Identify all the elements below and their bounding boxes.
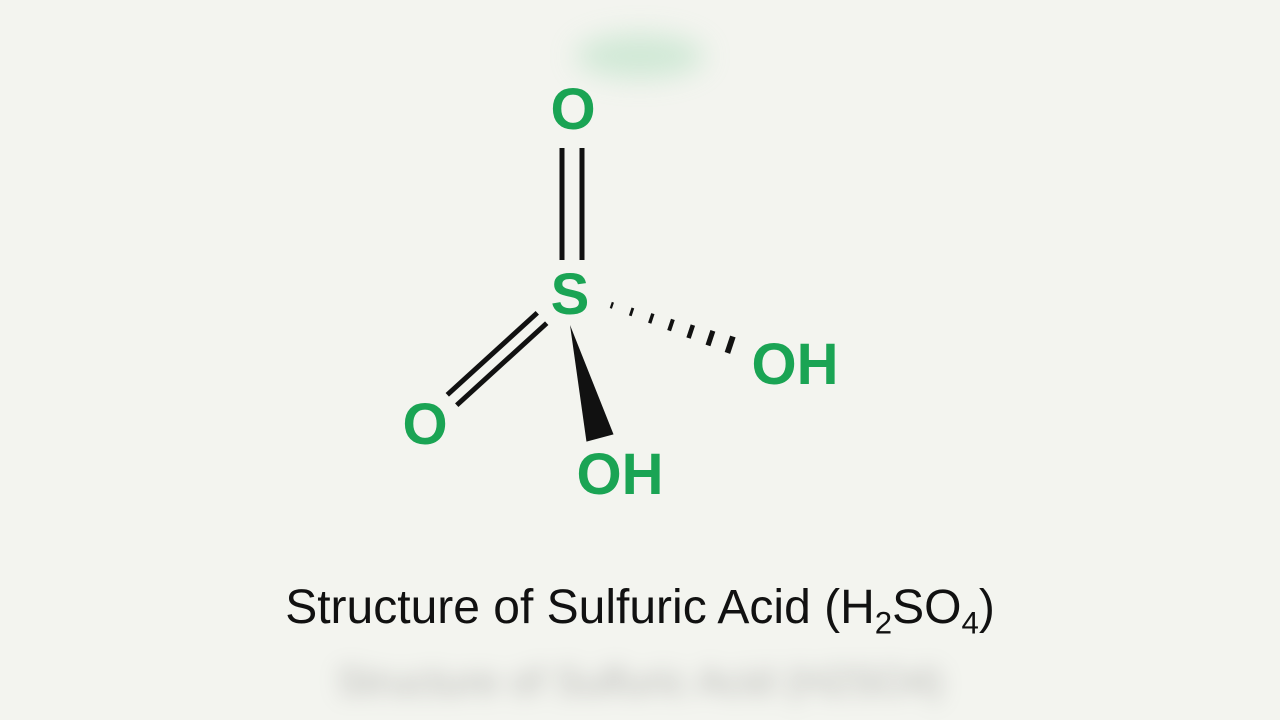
caption-mid: SO bbox=[892, 581, 961, 634]
caption-sub1: 2 bbox=[875, 606, 892, 641]
diagram-caption: Structure of Sulfuric Acid (H2SO4) bbox=[285, 580, 995, 642]
atom-sulfur: S bbox=[551, 266, 590, 324]
atom-oxygen-top: O bbox=[550, 81, 595, 139]
molecule-diagram: S O O OH OH Structure of Sulfuric Acid (… bbox=[0, 0, 1280, 720]
caption-suffix: ) bbox=[979, 581, 995, 634]
atom-oxygen-left: O bbox=[402, 396, 447, 454]
caption-prefix: Structure of Sulfuric Acid (H bbox=[285, 581, 875, 634]
blur-top-artifact bbox=[575, 34, 705, 78]
caption-sub2: 4 bbox=[961, 606, 978, 641]
atom-hydroxyl-bottom: OH bbox=[577, 446, 664, 504]
atom-hydroxyl-right: OH bbox=[752, 336, 839, 394]
blur-bottom-artifact: Structure of Sulfuric Acid (H2SO4) bbox=[337, 660, 944, 705]
